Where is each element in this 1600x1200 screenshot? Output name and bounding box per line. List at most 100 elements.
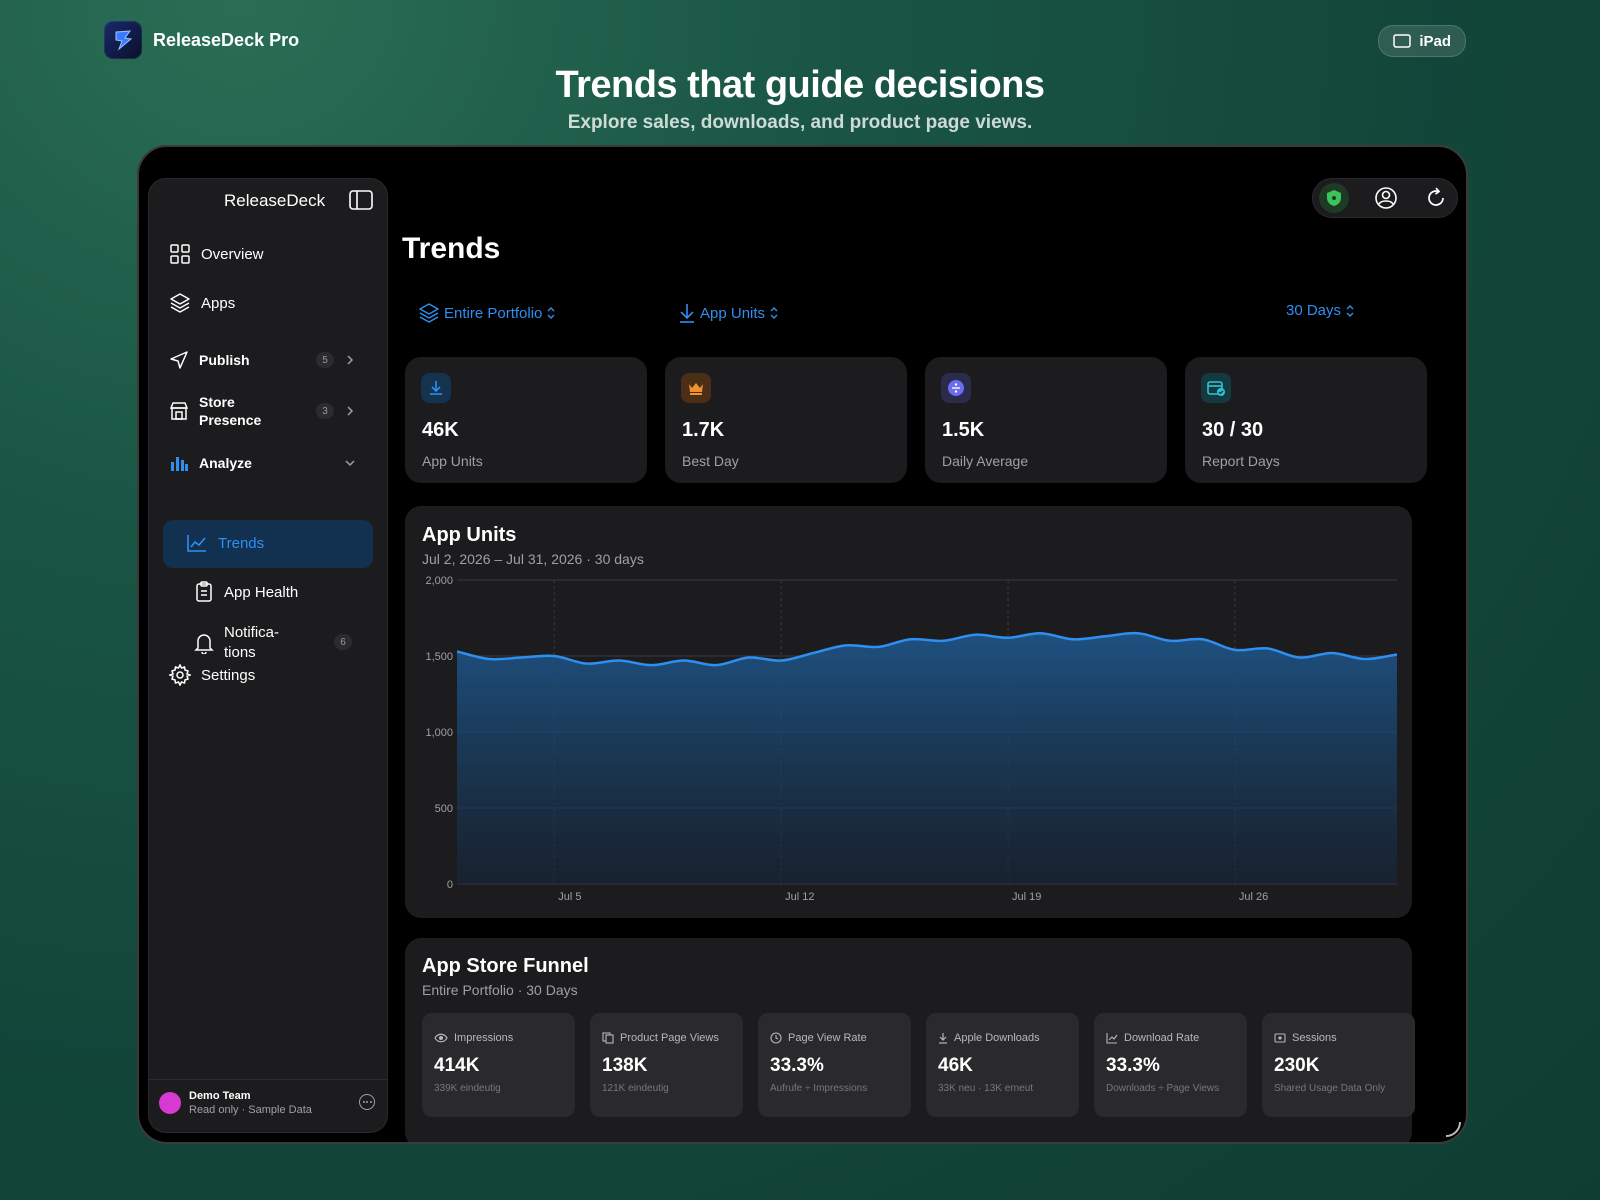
app-store-funnel-card: App Store Funnel Entire Portfolio · 30 D… bbox=[405, 938, 1415, 1142]
data-point[interactable] bbox=[1005, 635, 1011, 641]
data-point[interactable] bbox=[551, 653, 557, 659]
funnel-sub: Aufrufe ÷ Impressions bbox=[770, 1083, 868, 1094]
sidebar-item-analyze[interactable]: Analyze bbox=[169, 453, 252, 473]
data-point[interactable] bbox=[1200, 636, 1206, 642]
funnel-title: App Store Funnel bbox=[422, 955, 589, 977]
sidebar-item-store-presence[interactable]: Store Presence bbox=[169, 393, 261, 429]
data-point[interactable] bbox=[454, 648, 460, 654]
account-button[interactable] bbox=[1370, 183, 1400, 213]
funnel-value: 230K bbox=[1274, 1055, 1320, 1076]
sidebar-item-overview[interactable]: Overview bbox=[169, 243, 264, 265]
funnel-value: 33.3% bbox=[770, 1055, 824, 1076]
data-point[interactable] bbox=[746, 655, 752, 661]
stat-card-daily-average: 1.5K Daily Average bbox=[925, 357, 1167, 483]
data-point[interactable] bbox=[616, 658, 622, 664]
chevron-down-icon[interactable] bbox=[344, 457, 356, 469]
chevron-right-icon bbox=[347, 355, 354, 365]
brand-name: ReleaseDeck Pro bbox=[153, 29, 300, 50]
updown-chevron-icon bbox=[547, 307, 555, 319]
metric-filter[interactable]: App Units bbox=[678, 302, 779, 324]
refresh-button[interactable] bbox=[1421, 183, 1451, 213]
sidebar-item-label: Analyze bbox=[199, 455, 252, 471]
chart-subtitle: Jul 2, 2026 – Jul 31, 2026 · 30 days bbox=[422, 551, 644, 567]
more-options-button[interactable] bbox=[359, 1094, 375, 1110]
data-point[interactable] bbox=[486, 656, 492, 662]
sidebar-item-label: Notifica- tions bbox=[224, 624, 280, 661]
sidebar-item-label: App Health bbox=[224, 583, 299, 601]
privacy-shield-button[interactable] bbox=[1319, 183, 1349, 213]
funnel-label: Product Page Views bbox=[620, 1032, 719, 1044]
funnel-sub: 33K neu · 13K erneut bbox=[938, 1083, 1034, 1094]
updown-chevron-icon bbox=[770, 307, 778, 319]
sidebar-item-settings[interactable]: Settings bbox=[169, 664, 255, 686]
funnel-label: Sessions bbox=[1292, 1032, 1337, 1044]
metric-filter-label: App Units bbox=[700, 304, 766, 322]
clipboard-icon bbox=[196, 581, 212, 602]
x-tick-label: Jul 19 bbox=[1012, 891, 1041, 903]
crown-icon bbox=[681, 373, 711, 403]
data-point[interactable] bbox=[713, 662, 719, 668]
y-tick-label: 500 bbox=[435, 803, 453, 815]
data-point[interactable] bbox=[843, 642, 849, 648]
team-name: Demo Team bbox=[189, 1090, 251, 1102]
stat-value: 1.7K bbox=[682, 419, 725, 441]
sidebar-toggle-button[interactable] bbox=[348, 189, 374, 211]
funnel-value: 138K bbox=[602, 1055, 648, 1076]
shield-icon bbox=[1327, 190, 1341, 206]
calendar-check-icon bbox=[1201, 373, 1231, 403]
y-tick-label: 2,000 bbox=[425, 575, 453, 587]
team-status: Read only · Sample Data bbox=[189, 1104, 312, 1116]
data-point[interactable] bbox=[875, 644, 881, 650]
y-tick-label: 1,000 bbox=[425, 727, 453, 739]
resize-handle-icon[interactable] bbox=[1444, 1120, 1462, 1138]
data-point[interactable] bbox=[648, 662, 654, 668]
data-point[interactable] bbox=[1329, 650, 1335, 656]
sidebar-item-publish[interactable]: Publish bbox=[169, 350, 250, 370]
sidebar-item-app-health[interactable]: App Health bbox=[194, 581, 298, 603]
data-point[interactable] bbox=[1135, 630, 1141, 636]
ipad-icon bbox=[1393, 34, 1412, 48]
data-point[interactable] bbox=[1394, 651, 1400, 657]
data-point[interactable] bbox=[1102, 633, 1108, 639]
range-filter[interactable]: 30 Days bbox=[1286, 302, 1355, 319]
sidebar-item-trends[interactable]: Trends bbox=[186, 533, 264, 553]
sessions-icon bbox=[1274, 1033, 1286, 1043]
sidebar-item-notifications[interactable]: Notifica- tions bbox=[194, 623, 279, 663]
data-point[interactable] bbox=[1070, 636, 1076, 642]
data-point[interactable] bbox=[1264, 645, 1270, 651]
funnel-label: Impressions bbox=[454, 1032, 514, 1044]
data-point[interactable] bbox=[584, 661, 590, 667]
data-point[interactable] bbox=[973, 632, 979, 638]
data-point[interactable] bbox=[1167, 638, 1173, 644]
download-icon bbox=[939, 1033, 947, 1044]
data-point[interactable] bbox=[940, 638, 946, 644]
grid-icon bbox=[170, 244, 190, 264]
bell-icon bbox=[194, 634, 214, 654]
data-point[interactable] bbox=[519, 655, 525, 661]
data-point[interactable] bbox=[811, 650, 817, 656]
eye-icon bbox=[434, 1033, 448, 1043]
stat-value: 1.5K bbox=[942, 419, 985, 441]
data-point[interactable] bbox=[1232, 647, 1238, 653]
sidebar-item-label: Overview bbox=[201, 245, 264, 263]
notifications-count-badge: 6 bbox=[334, 634, 352, 650]
app-units-chart[interactable]: 0 500 1,000 1,500 2,000 Jul 5 Jul 12 Jul 19 Jul … bbox=[405, 506, 1412, 918]
data-point[interactable] bbox=[1037, 630, 1043, 636]
funnel-card-sessions: Sessions 230K Shared Usage Data Only bbox=[1262, 1013, 1415, 1117]
data-point[interactable] bbox=[908, 636, 914, 642]
funnel-label: Download Rate bbox=[1124, 1032, 1200, 1044]
data-point[interactable] bbox=[1362, 656, 1368, 662]
app-units-chart-card: App Units Jul 2, 2026 – Jul 31, 2026 · 3… bbox=[405, 506, 1412, 918]
sidebar-toggle-icon bbox=[349, 190, 373, 210]
data-point[interactable] bbox=[681, 658, 687, 664]
sidebar-item-apps[interactable]: Apps bbox=[169, 292, 235, 314]
device-selector[interactable]: iPad bbox=[1378, 25, 1466, 57]
chevron-right-icon bbox=[347, 406, 354, 416]
portfolio-filter[interactable]: Entire Portfolio bbox=[418, 302, 556, 324]
data-point[interactable] bbox=[1297, 655, 1303, 661]
data-point[interactable] bbox=[778, 658, 784, 664]
sidebar: ReleaseDeck Overview Apps Publish 5 Stor… bbox=[148, 178, 388, 1133]
funnel-card-page-view-rate: Page View Rate 33.3% Aufrufe ÷ Impressio… bbox=[758, 1013, 911, 1117]
avatar[interactable] bbox=[159, 1092, 181, 1114]
x-tick-label: Jul 26 bbox=[1239, 891, 1268, 903]
